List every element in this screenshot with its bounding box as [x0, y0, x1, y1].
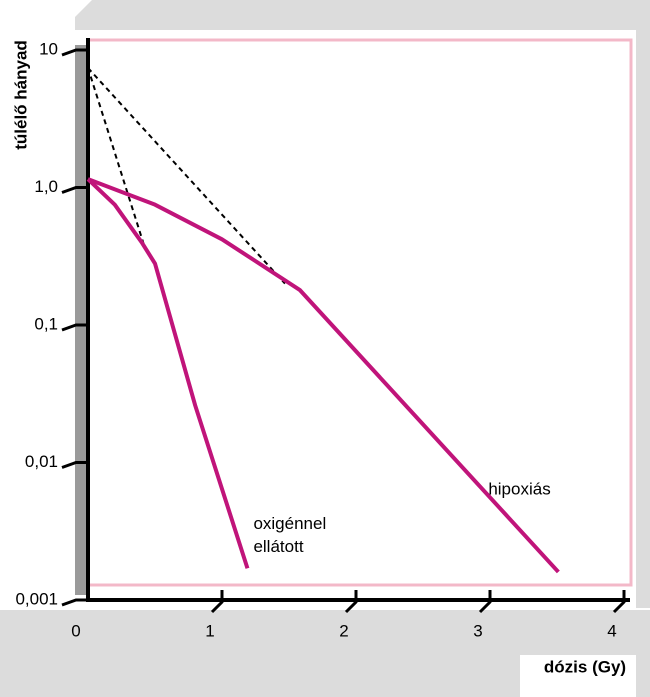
survival-curve [87, 177, 560, 574]
x-tick [210, 590, 224, 614]
x-axis-title: dózis (Gy) [544, 657, 626, 676]
y-tick [61, 598, 88, 607]
extrapolation-line [87, 67, 286, 285]
x-tick-label: 3 [473, 621, 482, 640]
plot-area [86, 38, 633, 587]
x-tick [478, 590, 492, 614]
y-tick [61, 186, 88, 194]
y-axis-title: túlélő hányad [11, 40, 30, 150]
y-tick [61, 323, 88, 332]
y-tick [61, 48, 88, 57]
x-tick-label: 4 [607, 621, 616, 640]
x-tick [344, 590, 358, 614]
x-tick-label: 1 [205, 621, 214, 640]
y-tick [61, 461, 88, 469]
x-tick-label: 0 [71, 621, 80, 640]
survival-curve [86, 177, 250, 569]
y-tick-label: 1,0 [34, 177, 58, 196]
x-tick-label: 2 [339, 621, 348, 640]
series-label: ellátott [253, 537, 303, 556]
y-tick-label: 0,1 [34, 314, 58, 333]
y-tick-label: 0,001 [15, 589, 58, 608]
x-tick [612, 590, 626, 614]
axis-shadow [75, 45, 88, 595]
y-tick-label: 0,01 [25, 452, 58, 471]
extrapolation-line [87, 67, 147, 251]
series-label: oxigénnel [253, 514, 326, 533]
series-label: hipoxiás [488, 479, 550, 498]
y-tick-label: 10 [39, 39, 58, 58]
frame-bottom [0, 610, 650, 697]
